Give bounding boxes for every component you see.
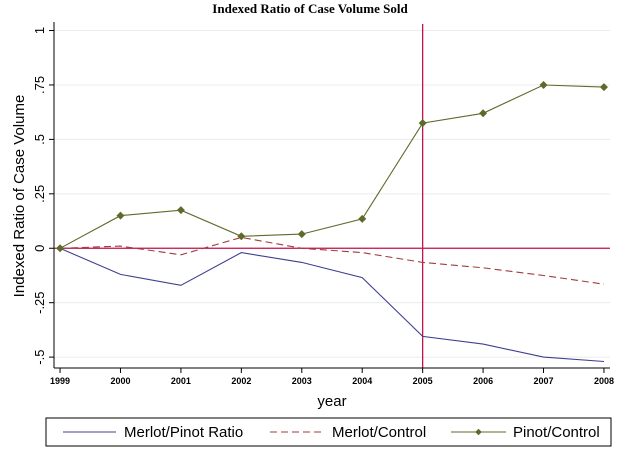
data-point [237, 232, 246, 241]
data-point [297, 230, 306, 239]
x-tick-label: 2002 [231, 376, 251, 386]
data-point [56, 244, 65, 253]
x-tick-label: 2007 [534, 376, 554, 386]
x-tick-label: 2001 [171, 376, 191, 386]
legend-label: Merlot/Control [332, 424, 426, 441]
gridlines [54, 30, 610, 358]
series-line [59, 247, 605, 363]
y-axis-title: Indexed Ratio of Case Volume [11, 95, 28, 298]
legend-marker [475, 428, 482, 436]
data-point [418, 119, 427, 128]
data-point [599, 83, 608, 92]
x-axis-title: year [317, 393, 346, 410]
chart-title: Indexed Ratio of Case Volume Sold [212, 1, 408, 16]
data-point [479, 109, 488, 118]
x-tick-label: 2000 [110, 376, 130, 386]
x-tick-label: 2004 [352, 376, 372, 386]
reference-lines [54, 24, 610, 368]
x-tick-label: 1999 [50, 376, 70, 386]
x-tick-label: 2008 [594, 376, 614, 386]
y-tick-label: 0 [32, 245, 47, 252]
x-tick-label: 2006 [473, 376, 493, 386]
legend-label: Pinot/Control [513, 424, 600, 441]
x-tick-label: 2003 [292, 376, 312, 386]
legend-label: Merlot/Pinot Ratio [124, 424, 243, 441]
data-point [358, 214, 367, 223]
legend-box [45, 417, 612, 447]
series-line [59, 84, 605, 249]
x-tick-label: 2005 [413, 376, 433, 386]
series-line [59, 236, 605, 285]
data-point [116, 211, 125, 220]
y-tick-label: 1 [32, 27, 47, 34]
data-point [539, 80, 548, 89]
axes: 1 .75 .5 .25 0 -.25 -.5 1999 2000 2001 2002 2003 200… [32, 22, 614, 386]
legend: Merlot/Pinot Ratio Merlot/Control Pinot/Co… [45, 417, 612, 447]
data-point [176, 206, 185, 215]
y-tick-label: .25 [32, 185, 47, 203]
series-group [56, 80, 608, 363]
y-tick-label: .5 [32, 134, 47, 145]
y-tick-label: .75 [32, 76, 47, 94]
y-tick-label: -.25 [32, 291, 47, 313]
y-tick-label: -.5 [32, 350, 47, 365]
